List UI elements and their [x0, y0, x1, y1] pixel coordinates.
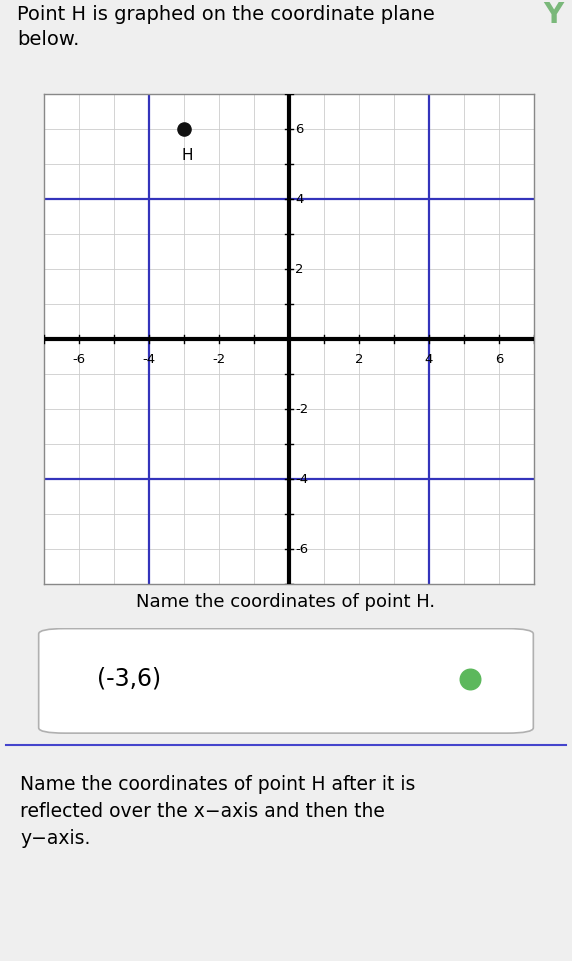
- Text: Name the coordinates of point H.: Name the coordinates of point H.: [137, 593, 435, 611]
- Text: 4: 4: [424, 354, 433, 366]
- Text: (-3,6): (-3,6): [97, 667, 161, 691]
- Text: 6: 6: [295, 123, 304, 136]
- Text: 6: 6: [495, 354, 503, 366]
- Point: [179, 121, 188, 136]
- FancyBboxPatch shape: [39, 628, 533, 733]
- Text: Name the coordinates of point H after it is
reflected over the x−axis and then t: Name the coordinates of point H after it…: [20, 775, 415, 849]
- Text: Y: Y: [543, 1, 563, 29]
- Text: -2: -2: [295, 403, 308, 416]
- Text: -4: -4: [295, 473, 308, 485]
- Text: -4: -4: [142, 354, 156, 366]
- Text: -2: -2: [212, 354, 225, 366]
- Text: 4: 4: [295, 193, 304, 206]
- Text: H: H: [181, 148, 193, 163]
- Text: -6: -6: [72, 354, 85, 366]
- Text: -6: -6: [295, 543, 308, 555]
- Text: Point H is graphed on the coordinate plane
below.: Point H is graphed on the coordinate pla…: [17, 5, 435, 49]
- Text: 2: 2: [295, 262, 304, 276]
- Text: 2: 2: [355, 354, 363, 366]
